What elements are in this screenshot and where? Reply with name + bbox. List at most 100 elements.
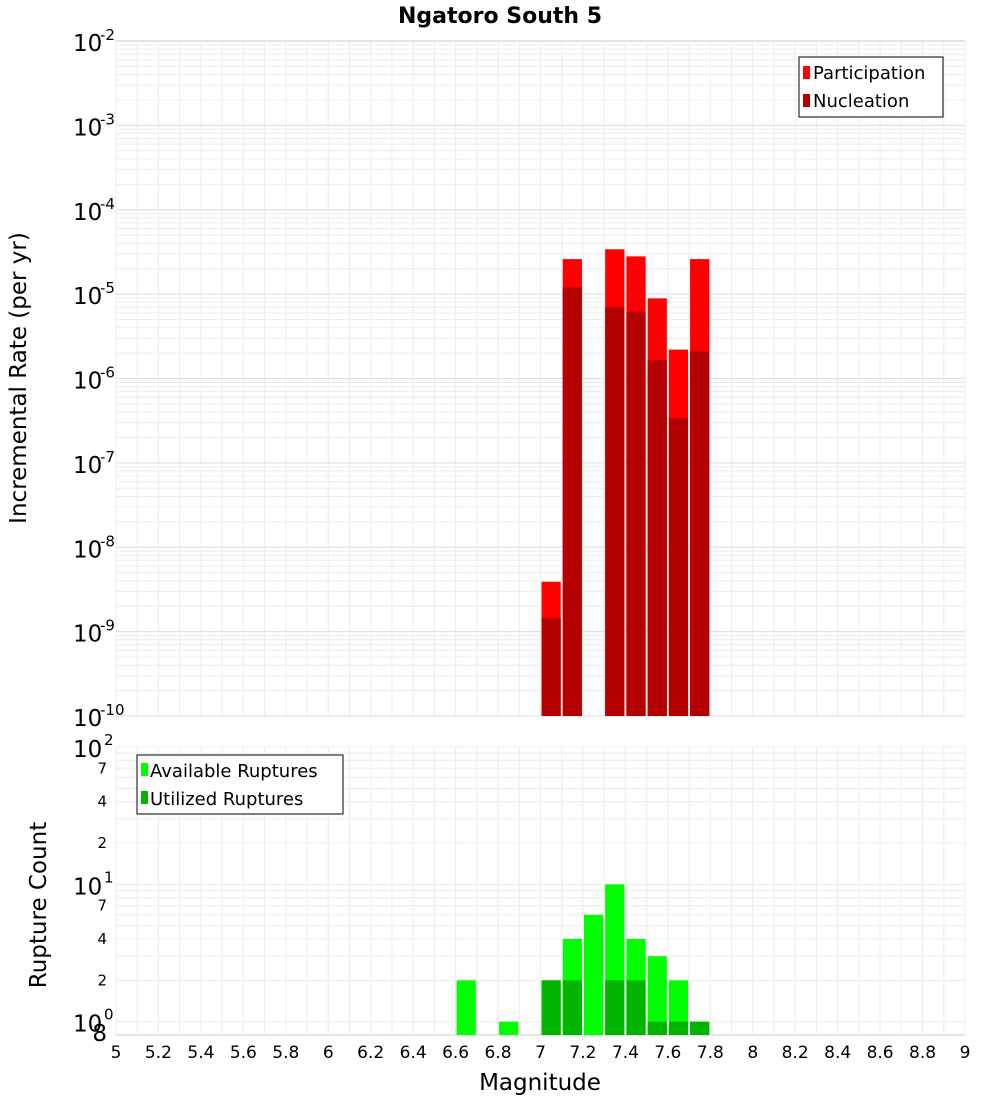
x-tick-label: 6.4 bbox=[400, 1043, 427, 1063]
available-legend-swatch bbox=[141, 763, 148, 776]
rate-y-tick: 10-3 bbox=[73, 110, 115, 141]
x-tick-label: 8.4 bbox=[824, 1043, 851, 1063]
rate-y-tick-exp: -6 bbox=[100, 364, 115, 382]
count-bars bbox=[456, 884, 710, 1035]
nucleation-legend-label: Nucleation bbox=[813, 91, 909, 112]
rate-y-tick-labels: 10-210-310-410-510-610-710-810-910-10 bbox=[73, 26, 125, 732]
count-secondary-bar bbox=[562, 980, 582, 1035]
count-y-minor-label: 4 bbox=[97, 930, 107, 948]
rate-legend: Participation Nucleation bbox=[798, 56, 944, 118]
x-tick-label: 5.6 bbox=[230, 1043, 257, 1063]
rate-secondary-bar bbox=[626, 311, 646, 716]
rate-panel: 10-210-310-410-510-610-710-810-910-10 In… bbox=[6, 26, 966, 732]
rate-y-tick-exp: -5 bbox=[100, 279, 115, 297]
x-tick-label: 7 bbox=[535, 1043, 546, 1063]
x-tick-label: 6 bbox=[323, 1043, 334, 1063]
x-tick-labels: 5 5.2 5.4 5.6 5.8 6 6.2 6.4 6.6 6.8 7 7.2 7.4 7.6 7.8 8… bbox=[111, 1043, 971, 1063]
count-y-minor-label: 7 bbox=[97, 897, 107, 915]
rate-y-tick-exp: -9 bbox=[100, 617, 115, 635]
x-tick-label: 8.2 bbox=[782, 1043, 809, 1063]
rate-y-tick-exp: -4 bbox=[100, 195, 115, 213]
rate-y-axis-label: Incremental Rate (per yr) bbox=[6, 232, 32, 524]
count-y-tick-exp: 1 bbox=[104, 868, 114, 886]
count-y-tick-base: 10 bbox=[73, 737, 102, 763]
count-secondary-bar bbox=[668, 1021, 689, 1035]
rate-secondary-bar bbox=[541, 618, 561, 716]
x-tick-label: 6.2 bbox=[357, 1043, 384, 1063]
rate-secondary-bar bbox=[647, 360, 667, 716]
count-y-tick-base: 10 bbox=[73, 874, 102, 900]
rate-y-tick: 10-4 bbox=[73, 195, 115, 226]
x-tick-label: 6.6 bbox=[442, 1043, 469, 1063]
utilized-legend-label: Utilized Ruptures bbox=[150, 789, 303, 810]
rate-y-tick: 10-10 bbox=[73, 701, 125, 732]
rate-y-tick-base: 10 bbox=[73, 284, 102, 310]
rate-y-tick: 10-9 bbox=[73, 617, 115, 648]
rate-bars bbox=[541, 249, 710, 716]
count-primary-bar bbox=[499, 1021, 519, 1035]
x-tick-label: 7.6 bbox=[654, 1043, 681, 1063]
x-tick-label: 7.8 bbox=[697, 1043, 724, 1063]
count-y-axis-label: Rupture Count bbox=[26, 822, 52, 988]
rate-y-tick-base: 10 bbox=[73, 31, 102, 57]
rate-y-tick-exp: -8 bbox=[100, 532, 115, 550]
x-tick-label: 5.2 bbox=[145, 1043, 172, 1063]
rate-secondary-bar bbox=[690, 351, 710, 716]
rate-y-tick-exp: -10 bbox=[100, 701, 125, 719]
count-secondary-bar bbox=[647, 1021, 667, 1035]
rate-y-tick-base: 10 bbox=[73, 622, 102, 648]
rate-y-tick-exp: -3 bbox=[100, 110, 115, 128]
x-axis-label: Magnitude bbox=[479, 1070, 601, 1096]
count-secondary-bar bbox=[626, 980, 646, 1035]
rate-y-tick-base: 10 bbox=[73, 537, 102, 563]
x-tick-label: 7.2 bbox=[569, 1043, 596, 1063]
rate-y-tick-base: 10 bbox=[73, 706, 102, 732]
count-y-minor-label: 4 bbox=[97, 793, 107, 811]
rate-y-tick-base: 10 bbox=[73, 200, 102, 226]
rate-y-tick: 10-6 bbox=[73, 364, 115, 395]
x-tick-label: 5 bbox=[111, 1043, 122, 1063]
count-y-tick: 10 2 bbox=[73, 731, 114, 763]
rate-y-tick: 10-8 bbox=[73, 532, 115, 563]
count-primary-bar bbox=[668, 980, 689, 1035]
count-y-tick-exp: 0 bbox=[104, 1006, 114, 1024]
count-legend-box bbox=[136, 754, 344, 815]
nucleation-legend-swatch bbox=[803, 94, 810, 107]
x-tick-label: 5.8 bbox=[272, 1043, 299, 1063]
rate-grid bbox=[115, 41, 966, 717]
x-tick-label: 5.4 bbox=[187, 1043, 214, 1063]
rate-y-tick-base: 10 bbox=[73, 369, 102, 395]
x-tick-label: 8 bbox=[747, 1043, 758, 1063]
rate-secondary-bar bbox=[668, 418, 689, 716]
available-legend-label: Available Ruptures bbox=[150, 761, 318, 782]
count-y-tick-exp: 2 bbox=[104, 731, 114, 749]
x-tick-label: 9 bbox=[960, 1043, 971, 1063]
x-tick-label: 7.4 bbox=[612, 1043, 639, 1063]
count-y-minor-label: 7 bbox=[97, 759, 107, 777]
rate-y-tick: 10-2 bbox=[73, 26, 115, 57]
participation-legend-swatch bbox=[803, 66, 810, 79]
count-primary-bar bbox=[456, 980, 476, 1035]
rate-y-tick-exp: -2 bbox=[100, 26, 115, 44]
x-tick-label: 8.8 bbox=[909, 1043, 936, 1063]
rate-y-tick-base: 10 bbox=[73, 115, 102, 141]
rate-y-tick: 10-5 bbox=[73, 279, 115, 310]
count-secondary-bar bbox=[605, 980, 625, 1035]
count-y-tick-base: 10 bbox=[73, 1012, 102, 1038]
count-secondary-bar bbox=[690, 1021, 710, 1035]
count-legend: Available Ruptures Utilized Ruptures bbox=[136, 754, 344, 815]
count-y-tick: 10 1 bbox=[73, 868, 114, 900]
rate-legend-box bbox=[798, 56, 944, 118]
x-tick-label: 8.6 bbox=[867, 1043, 894, 1063]
count-y-minor-label: 2 bbox=[97, 971, 107, 989]
rate-secondary-bar bbox=[605, 307, 625, 716]
rate-y-tick-base: 10 bbox=[73, 453, 102, 479]
count-primary-bar bbox=[647, 956, 667, 1035]
rate-y-tick-exp: -7 bbox=[100, 448, 115, 466]
utilized-legend-swatch bbox=[141, 791, 148, 804]
count-y-tick: 10 0 bbox=[73, 1006, 114, 1038]
count-primary-bar bbox=[583, 914, 604, 1035]
